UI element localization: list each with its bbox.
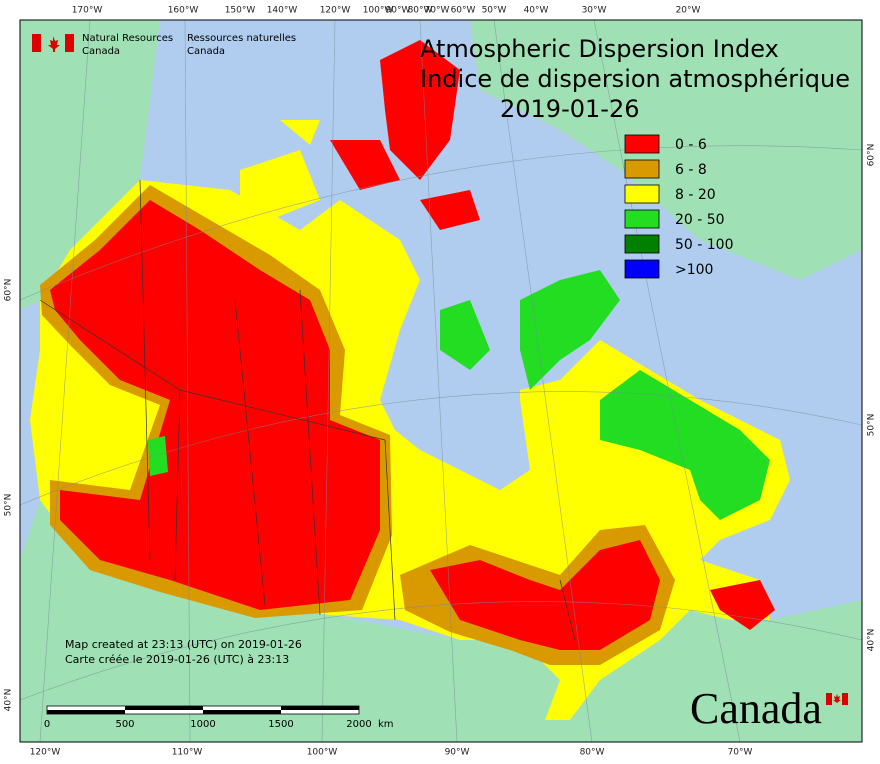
scale-label: 2000 bbox=[346, 719, 371, 730]
graticule-label: 60°W bbox=[451, 6, 476, 16]
note: Map created at 23:13 (UTC) on 2019-01-26 bbox=[65, 638, 302, 651]
graticule-label: 30°W bbox=[582, 6, 607, 16]
graticule-label: 120°W bbox=[320, 6, 351, 16]
title-date: 2019-01-26 bbox=[500, 95, 639, 123]
graticule-label: 50°N bbox=[4, 494, 14, 517]
graticule-labels: 170°W 160°W 150°W 140°W 120°W 100°W90°W80°W70… bbox=[4, 6, 877, 758]
graticule-label: 60°N bbox=[4, 279, 14, 302]
legend-swatch bbox=[624, 134, 660, 154]
graticule-label: 50°N bbox=[867, 414, 877, 437]
legend-swatch bbox=[624, 184, 660, 204]
legend-label: 50 - 100 bbox=[675, 237, 734, 253]
graticule-label: 160°W bbox=[168, 6, 199, 16]
graticule-label: 150°W bbox=[225, 6, 256, 16]
legend-label: 20 - 50 bbox=[675, 212, 725, 228]
graticule-label: 40°N bbox=[4, 689, 14, 712]
legend-swatch bbox=[624, 259, 660, 279]
agency-logo bbox=[32, 34, 74, 52]
graticule-label: 70°W bbox=[728, 748, 753, 758]
graticule-label: 110°W bbox=[172, 748, 203, 758]
title-en: Atmospheric Dispersion Index bbox=[420, 35, 779, 63]
agency-en: Natural Resources bbox=[82, 33, 173, 44]
wordmark: Canada bbox=[690, 684, 822, 733]
note: Carte créée le 2019-01-26 (UTC) à 23:13 bbox=[65, 653, 289, 666]
graticule-label: 100°W bbox=[363, 6, 394, 16]
scale-label: 0 bbox=[44, 719, 50, 730]
graticule-label: 70°W bbox=[425, 6, 450, 16]
legend-label: 8 - 20 bbox=[675, 187, 716, 203]
scale-label: 1500 bbox=[268, 719, 293, 730]
graticule-label: 170°W bbox=[72, 6, 103, 16]
legend-label: 0 - 6 bbox=[675, 137, 707, 153]
graticule-label: 90°W bbox=[445, 748, 470, 758]
graticule-label: 100°W bbox=[307, 748, 338, 758]
scale-label: 500 bbox=[115, 719, 134, 730]
graticule-label: 40°W bbox=[524, 6, 549, 16]
scale-unit: km bbox=[378, 719, 394, 730]
graticule-label: 90°W bbox=[386, 6, 411, 16]
agency-fr: Ressources naturelles bbox=[187, 33, 296, 44]
legend: 0 - 6 6 - 8 8 - 20 20 - 50 50 - 100 >100 bbox=[624, 134, 734, 279]
graticule-label: 80°W bbox=[408, 6, 433, 16]
graticule-label: 50°W bbox=[482, 6, 507, 16]
scale-label: 1000 bbox=[190, 719, 215, 730]
map-frame bbox=[19, 19, 863, 743]
graticule-label: 140°W bbox=[267, 6, 298, 16]
agency-en: Canada bbox=[82, 46, 120, 57]
graticule-label: 120°W bbox=[30, 748, 61, 758]
legend-swatch bbox=[624, 209, 660, 229]
agency-fr: Canada bbox=[187, 46, 225, 57]
legend-label: 6 - 8 bbox=[675, 162, 707, 178]
graticule-label: 40°N bbox=[867, 629, 877, 652]
legend-swatch bbox=[624, 234, 660, 254]
scale-bar: 0 500 1000 1500 2000 km bbox=[44, 705, 394, 730]
wordmark-flag bbox=[826, 693, 848, 705]
graticule-label: 80°W bbox=[580, 748, 605, 758]
legend-label: >100 bbox=[675, 262, 713, 278]
title-fr: Indice de dispersion atmosphérique bbox=[420, 65, 850, 93]
graticule-label: 60°N bbox=[867, 144, 877, 167]
graticule-label: 20°W bbox=[676, 6, 701, 16]
legend-swatch bbox=[624, 159, 660, 179]
